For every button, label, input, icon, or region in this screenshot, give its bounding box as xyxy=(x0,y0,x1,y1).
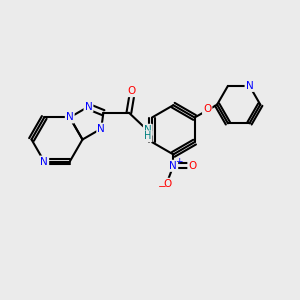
Text: N: N xyxy=(66,112,74,122)
Text: O: O xyxy=(128,86,136,96)
Text: N: N xyxy=(97,124,105,134)
Text: O: O xyxy=(164,179,172,189)
Text: N: N xyxy=(85,102,92,112)
Text: H: H xyxy=(144,131,152,141)
Text: O: O xyxy=(188,161,196,171)
Text: +: + xyxy=(175,157,182,166)
Text: N: N xyxy=(144,125,152,135)
Text: N: N xyxy=(169,161,177,171)
Text: O: O xyxy=(203,104,211,114)
Text: −: − xyxy=(158,182,166,192)
Text: N: N xyxy=(246,81,254,91)
Text: N: N xyxy=(40,157,48,166)
